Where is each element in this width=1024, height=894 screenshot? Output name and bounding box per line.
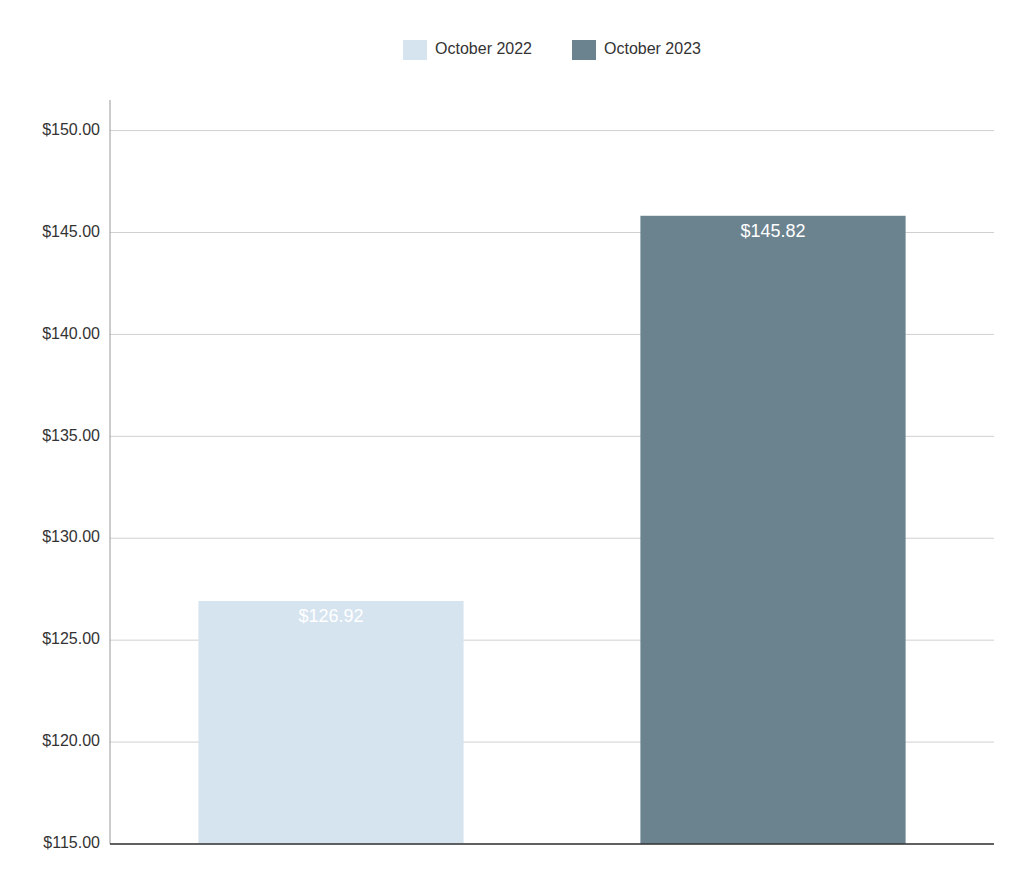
y-axis-line xyxy=(110,100,111,844)
y-axis: $115.00 $120.00 $125.00 $130.00 $135.00 $140.… xyxy=(42,100,110,851)
grid-line xyxy=(110,130,994,131)
y-tick-label: $145.00 xyxy=(42,223,100,240)
y-tick-label: $150.00 xyxy=(42,121,100,138)
bars xyxy=(198,216,905,844)
legend: October 2022 October 2023 xyxy=(403,40,701,60)
y-tick-label: $120.00 xyxy=(42,732,100,749)
chart: $115.00 $120.00 $125.00 $130.00 $135.00 $140.… xyxy=(0,0,1024,894)
legend-label: October 2023 xyxy=(604,40,701,57)
bar xyxy=(640,216,905,844)
chart-container: $115.00 $120.00 $125.00 $130.00 $135.00 $140.… xyxy=(0,0,1024,894)
legend-swatch xyxy=(572,40,596,60)
y-tick-label: $115.00 xyxy=(43,834,100,851)
legend-swatch xyxy=(403,40,427,60)
y-tick-label: $140.00 xyxy=(42,325,100,342)
data-labels: $126.92 $145.82 xyxy=(298,221,805,626)
grid xyxy=(110,131,994,844)
y-tick-label: $125.00 xyxy=(42,630,100,647)
y-tick-label: $135.00 xyxy=(42,427,100,444)
legend-item: October 2022 xyxy=(403,40,532,60)
bar xyxy=(198,601,463,844)
data-label: $145.82 xyxy=(740,221,805,241)
x-axis-line xyxy=(110,843,994,845)
y-tick-label: $130.00 xyxy=(42,528,100,545)
legend-item: October 2023 xyxy=(572,40,701,60)
legend-label: October 2022 xyxy=(435,40,532,57)
data-label: $126.92 xyxy=(298,606,363,626)
grid-line xyxy=(110,844,994,845)
